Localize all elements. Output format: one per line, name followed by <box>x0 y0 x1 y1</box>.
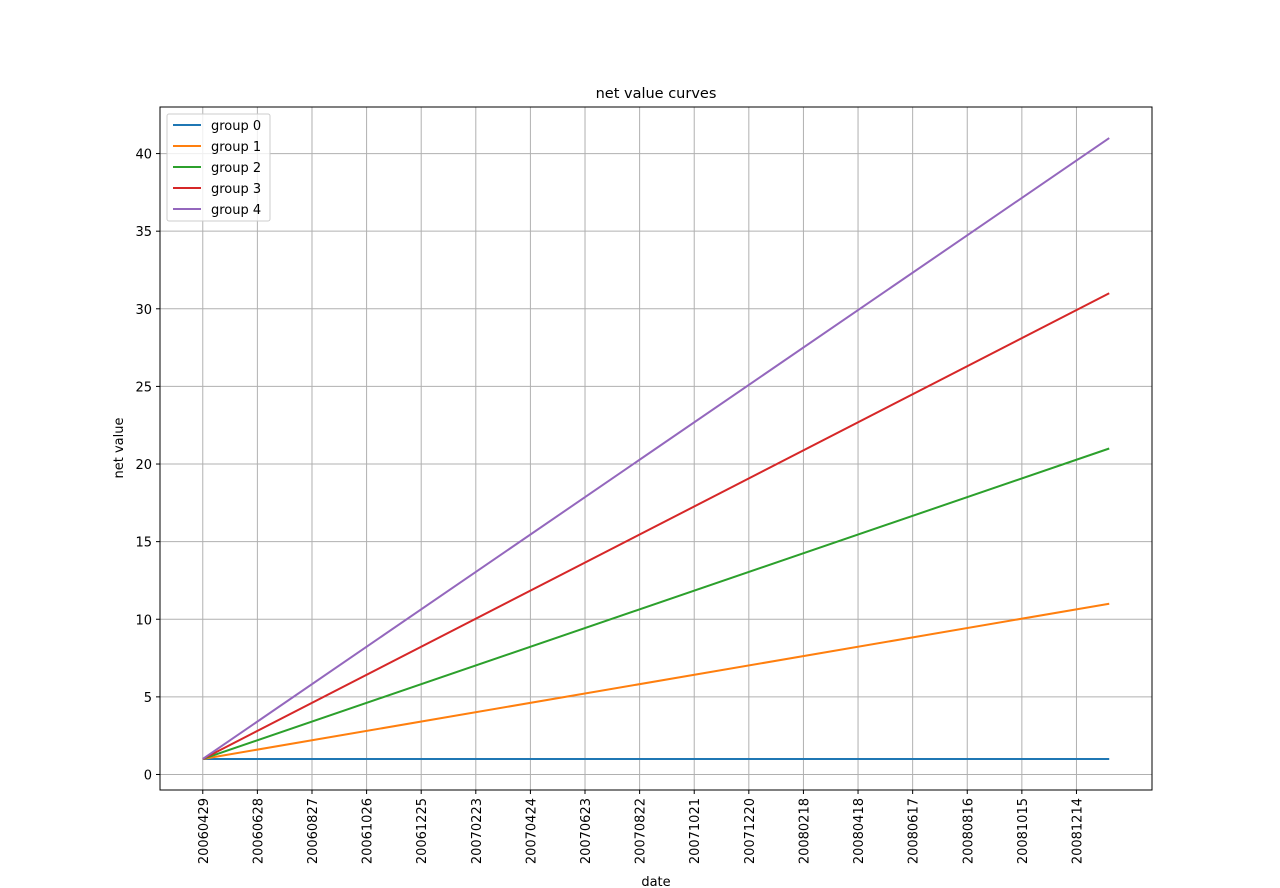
y-tick-label: 15 <box>135 536 152 551</box>
x-tick-label: 20061225 <box>415 798 430 864</box>
x-tick-label: 20070424 <box>524 798 539 864</box>
x-tick-label: 20080617 <box>907 798 922 864</box>
legend-label: group 1 <box>211 140 261 155</box>
legend-label: group 0 <box>211 119 261 134</box>
series-line <box>202 602 1110 760</box>
x-axis-label: date <box>641 875 670 888</box>
x-tick-label: 20070223 <box>470 798 485 864</box>
x-tick-label: 20080816 <box>961 798 976 864</box>
y-tick-label: 35 <box>135 225 152 240</box>
x-tick-label: 20061026 <box>361 798 376 864</box>
x-tick-label: 20081214 <box>1070 798 1085 864</box>
legend-label: group 3 <box>211 182 261 197</box>
x-tick-label: 20080418 <box>852 798 867 864</box>
x-tick-label: 20071220 <box>743 798 758 864</box>
y-tick-label: 40 <box>135 148 152 163</box>
x-tick-label: 20070822 <box>634 798 649 864</box>
x-tick-label: 20060827 <box>306 798 321 864</box>
y-tick-label: 0 <box>144 768 152 783</box>
series-line <box>202 137 1110 760</box>
legend-label: group 4 <box>211 203 261 218</box>
x-tick-label: 20071021 <box>688 798 703 864</box>
series-line <box>202 292 1110 760</box>
x-tick-label: 20081015 <box>1016 798 1031 864</box>
plot-frame <box>159 106 1153 791</box>
legend-label: group 2 <box>211 161 261 176</box>
y-tick-label: 5 <box>144 691 152 706</box>
x-tick-label: 20080218 <box>797 798 812 864</box>
y-tick-label: 20 <box>135 458 152 473</box>
series-line <box>202 447 1110 760</box>
x-tick-label: 20070623 <box>579 798 594 864</box>
y-tick-label: 25 <box>135 380 152 395</box>
legend-box <box>166 113 271 222</box>
x-tick-label: 20060628 <box>251 798 266 864</box>
y-tick-label: 10 <box>135 613 152 628</box>
chart-title: net value curves <box>596 86 717 102</box>
y-tick-label: 30 <box>135 303 152 318</box>
y-axis-label: net value <box>112 418 127 479</box>
x-tick-label: 20060429 <box>197 798 212 864</box>
